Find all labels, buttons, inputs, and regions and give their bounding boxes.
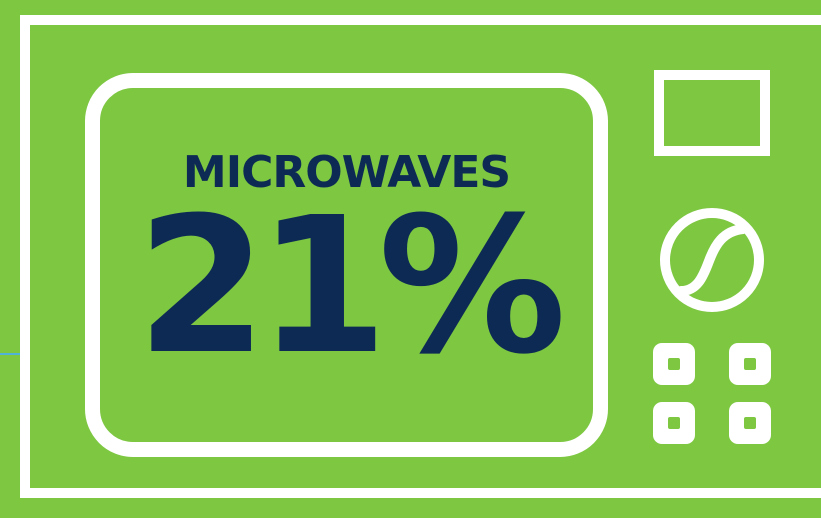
display-icon [654,70,770,156]
dial-icon [660,208,764,312]
button-icon [729,343,771,385]
button-icon [653,402,695,444]
edge-line [0,353,22,355]
appliance-name: MICROWAVES [182,147,511,198]
microwave-window: MICROWAVES 21% [85,73,608,457]
button-icon [653,343,695,385]
button-icon [729,402,771,444]
appliance-percentage: 21% [136,177,567,396]
microwave-body [20,15,821,498]
